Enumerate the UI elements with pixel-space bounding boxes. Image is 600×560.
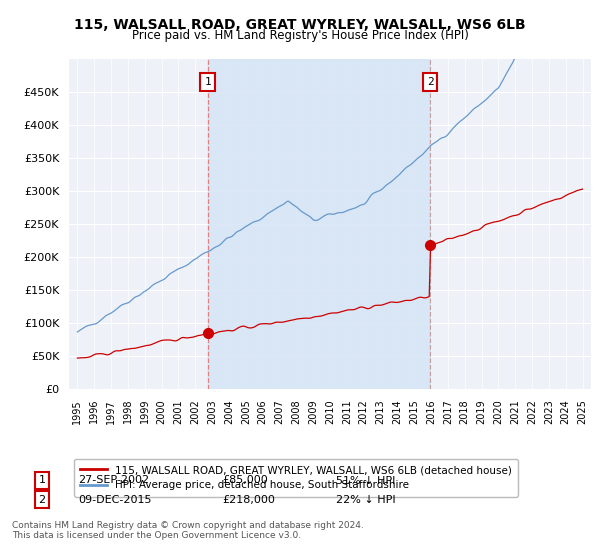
- Text: 2: 2: [38, 494, 46, 505]
- Text: 115, WALSALL ROAD, GREAT WYRLEY, WALSALL, WS6 6LB: 115, WALSALL ROAD, GREAT WYRLEY, WALSALL…: [74, 18, 526, 32]
- Text: 1: 1: [205, 77, 211, 87]
- Text: 09-DEC-2015: 09-DEC-2015: [78, 494, 151, 505]
- Text: 27-SEP-2002: 27-SEP-2002: [78, 475, 149, 486]
- Text: This data is licensed under the Open Government Licence v3.0.: This data is licensed under the Open Gov…: [12, 531, 301, 540]
- Text: 1: 1: [38, 475, 46, 486]
- Legend: 115, WALSALL ROAD, GREAT WYRLEY, WALSALL, WS6 6LB (detached house), HPI: Average: 115, WALSALL ROAD, GREAT WYRLEY, WALSALL…: [74, 459, 518, 497]
- Text: £85,000: £85,000: [222, 475, 268, 486]
- Text: Price paid vs. HM Land Registry's House Price Index (HPI): Price paid vs. HM Land Registry's House …: [131, 29, 469, 42]
- Bar: [208, 59, 430, 389]
- Text: 2: 2: [427, 77, 433, 87]
- Text: 51% ↓ HPI: 51% ↓ HPI: [336, 475, 395, 486]
- Text: £218,000: £218,000: [222, 494, 275, 505]
- Text: 22% ↓ HPI: 22% ↓ HPI: [336, 494, 395, 505]
- Text: Contains HM Land Registry data © Crown copyright and database right 2024.: Contains HM Land Registry data © Crown c…: [12, 521, 364, 530]
